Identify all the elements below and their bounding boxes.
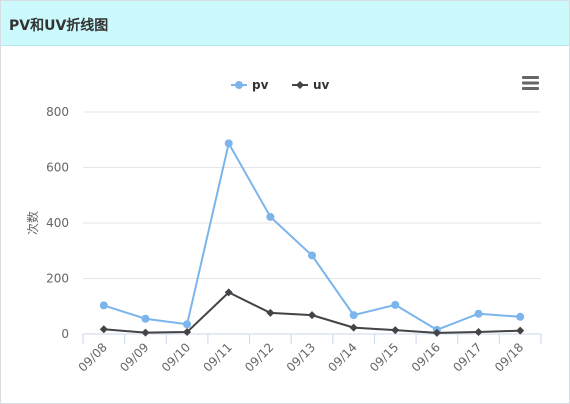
x-tick-label: 09/10 — [159, 340, 193, 374]
series-uv — [99, 288, 525, 337]
legend-label: pv — [252, 78, 269, 92]
data-point-pv — [224, 139, 233, 148]
data-point-uv — [266, 308, 275, 317]
legend-symbol-marker — [235, 81, 243, 89]
legend-symbol-marker — [296, 81, 304, 89]
data-point-pv — [349, 311, 358, 320]
x-tick-label: 09/15 — [367, 340, 401, 374]
legend-label: uv — [313, 78, 330, 92]
x-tick-label: 09/11 — [200, 340, 234, 374]
y-tick-label: 800 — [46, 105, 69, 119]
y-tick-label: 0 — [61, 327, 69, 341]
y-tick-label: 200 — [46, 272, 69, 286]
x-tick-label: 09/14 — [325, 340, 359, 374]
data-point-uv — [308, 311, 316, 320]
x-tick-label: 09/12 — [242, 340, 276, 374]
data-point-pv — [99, 301, 108, 310]
data-point-uv — [391, 326, 400, 335]
panel-header: PV和UV折线图 — [1, 1, 569, 46]
data-point-uv — [99, 325, 108, 334]
data-point-pv — [516, 312, 525, 321]
y-axis-title: 次数 — [25, 211, 40, 235]
data-point-uv — [432, 328, 441, 337]
data-point-pv — [266, 212, 275, 221]
legend-item-uv[interactable]: uv — [292, 78, 330, 92]
data-point-pv — [308, 251, 316, 260]
x-tick-label: 09/09 — [117, 340, 151, 374]
legend-item-pv[interactable]: pv — [231, 78, 269, 92]
series-line-pv — [103, 142, 521, 331]
data-point-uv — [349, 323, 358, 332]
data-point-pv — [141, 314, 150, 323]
panel-title: PV和UV折线图 — [9, 18, 109, 34]
legend: pv uv — [231, 78, 330, 92]
data-point-pv — [474, 309, 483, 318]
hamburger-menu-icon[interactable] — [520, 73, 542, 93]
x-tick-label: 09/17 — [450, 340, 484, 374]
x-tick-label: 09/13 — [284, 340, 318, 374]
data-point-uv — [224, 288, 233, 297]
x-tick-label: 09/16 — [409, 340, 443, 374]
data-point-uv — [141, 328, 150, 337]
series-pv — [99, 139, 525, 334]
y-tick-label: 600 — [46, 161, 69, 175]
data-point-pv — [183, 320, 192, 329]
x-tick-label: 09/08 — [76, 340, 110, 374]
series-layer — [99, 139, 525, 337]
grid-lines — [83, 111, 541, 279]
data-point-uv — [474, 328, 483, 337]
y-tick-label: 400 — [46, 216, 69, 230]
x-tick-label: 09/18 — [492, 340, 526, 374]
data-point-pv — [391, 300, 400, 309]
data-point-uv — [183, 328, 192, 337]
data-point-uv — [516, 326, 525, 335]
